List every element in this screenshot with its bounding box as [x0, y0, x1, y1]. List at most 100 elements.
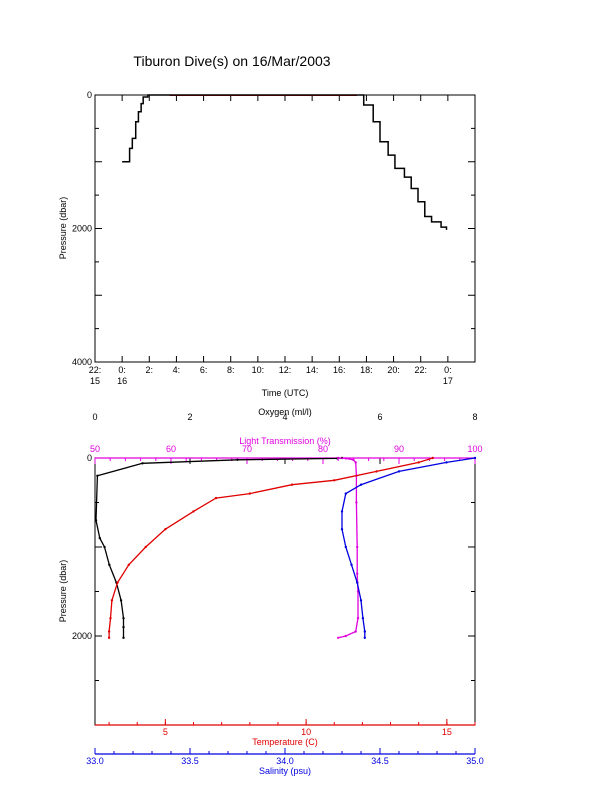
x-tick-label: 18: [360, 365, 373, 375]
light_transmission-profile-point [337, 636, 340, 639]
y-tick-label: 0 [87, 90, 92, 100]
light_transmission-profile-line [338, 457, 359, 639]
temperature-profile-point [127, 563, 130, 566]
light-transmission-tick-label: 100 [467, 444, 482, 454]
oxygen-profile-point [108, 563, 111, 566]
x-tick-label: 16: [333, 365, 346, 375]
temperature-tick-label: 15 [442, 727, 452, 737]
salinity-tick-label: 35.0 [466, 756, 484, 766]
temperature-profile-point [375, 470, 378, 473]
light-transmission-tick-label: 90 [394, 444, 404, 454]
y-tick-label: 2000 [72, 224, 92, 234]
light-transmission-tick-label: 70 [242, 444, 252, 454]
oxygen-tick-label: 4 [282, 412, 287, 422]
light_transmission-profile-point [354, 630, 357, 633]
temperature-profile-point [214, 496, 218, 500]
x-tick-label: 20: [387, 365, 400, 375]
chart-title: Tiburon Dive(s) on 16/Mar/2003 [133, 53, 330, 69]
x-tick-label: 8: [227, 365, 235, 375]
temperature-profile-point [417, 461, 420, 464]
oxygen-tick-label: 6 [377, 412, 382, 422]
salinity-tick-label: 33.0 [86, 756, 104, 766]
salinity-profile-point [363, 630, 366, 633]
x-tick-label: 22: [414, 365, 427, 375]
salinity-profile-point [356, 581, 359, 584]
x-tick-sublabel: 15 [90, 376, 100, 386]
temperature-tick-label: 5 [163, 727, 168, 737]
x-tick-label: 6: [200, 365, 208, 375]
salinity-profile-point [473, 456, 477, 460]
bottom-plot-axes: 0 2000 0 2 4 6 8 50 60 70 80 90 100 5 10 15 33.0 33.5 34.0… [72, 412, 484, 766]
salinity-tick-label: 34.0 [276, 756, 294, 766]
top-plot-axes: 22:150:162: 4: 6: 8: 10: 12: 14: 16: 18: 20: 22: 0:… [72, 90, 475, 386]
oxygen-profile-line [95, 457, 343, 638]
x-axis-label-time: Time (UTC) [262, 388, 309, 398]
temperature-profile-point [431, 456, 434, 460]
salinity-profile-point [344, 545, 347, 549]
oxygen-tick-label: 0 [92, 412, 97, 422]
x-tick-label: 12: [279, 365, 292, 375]
temperature-profile-point [164, 528, 167, 531]
salinity-profile-point [344, 492, 347, 495]
axis-label-light-transmission: Light Transmission (%) [239, 436, 331, 446]
y-tick-label: 0 [87, 453, 92, 463]
light-transmission-tick-label: 60 [166, 444, 176, 454]
salinity-profile-point [359, 483, 363, 486]
oxygen-profile-point [103, 545, 106, 549]
light_transmission-profile-point [344, 457, 347, 460]
x-tick-label: 10: [252, 365, 265, 375]
axis-label-oxygen: Oxygen (ml/l) [258, 407, 312, 417]
oxygen-profile-point [141, 462, 144, 465]
oxygen-tick-label: 8 [472, 412, 477, 422]
light_transmission-profile-point [344, 634, 347, 638]
light-transmission-tick-label: 50 [90, 444, 100, 454]
salinity-profile-point [359, 599, 363, 602]
oxygen-profile-point [122, 625, 125, 629]
temperature-profile-point [107, 636, 111, 639]
x-tick-label: 14: [306, 365, 319, 375]
oxygen-profile-point [122, 617, 125, 620]
temperature-profile-point [144, 545, 147, 549]
oxygen-tick-label: 2 [187, 412, 192, 422]
oxygen-profile-point [98, 536, 102, 540]
salinity-profile-point [340, 528, 344, 531]
temperature-profile-point [110, 599, 114, 602]
x-tick-label: 0: [118, 365, 126, 375]
x-tick-label: 0: [444, 365, 452, 375]
y-tick-label: 2000 [72, 631, 92, 641]
oxygen-profile-point [122, 636, 125, 639]
light_transmission-profile-point [355, 501, 358, 504]
pressure-time-line [122, 94, 448, 230]
temperature-profile-point [248, 492, 251, 495]
temperature-profile-point [333, 479, 336, 482]
salinity-profile-point [397, 470, 401, 473]
light_transmission-profile-point [356, 572, 359, 575]
salinity-tick-label: 33.5 [181, 756, 199, 766]
salinity-profile-line [341, 457, 476, 638]
salinity-profile-point [445, 461, 448, 464]
salinity-profile-point [361, 617, 365, 620]
light_transmission-profile-point [337, 456, 340, 460]
light_transmission-profile-point [356, 545, 359, 549]
temperature-profile-point [290, 483, 294, 486]
x-tick-label: 4: [173, 365, 181, 375]
y-tick-label: 4000 [72, 357, 92, 367]
bottom-plot-frame [94, 457, 476, 726]
temperature-profile-point [109, 617, 112, 620]
temperature-profile-line [108, 457, 433, 638]
y-axis-label-pressure-bottom: Pressure (dbar) [58, 560, 68, 623]
top-plot-frame [94, 94, 476, 363]
oxygen-profile-point [94, 519, 98, 522]
light_transmission-profile-point [354, 461, 357, 464]
x-tick-sublabel: 17 [443, 376, 453, 386]
oxygen-profile-point [236, 458, 239, 461]
oxygen-profile-point [96, 474, 99, 477]
temperature-profile-point [116, 581, 119, 584]
temperature-tick-label: 10 [301, 727, 311, 737]
profile-series [94, 456, 477, 639]
x-tick-sublabel: 16 [117, 376, 127, 386]
salinity-profile-point [363, 636, 366, 639]
temperature-profile-point [192, 510, 195, 513]
salinity-profile-point [350, 563, 353, 566]
